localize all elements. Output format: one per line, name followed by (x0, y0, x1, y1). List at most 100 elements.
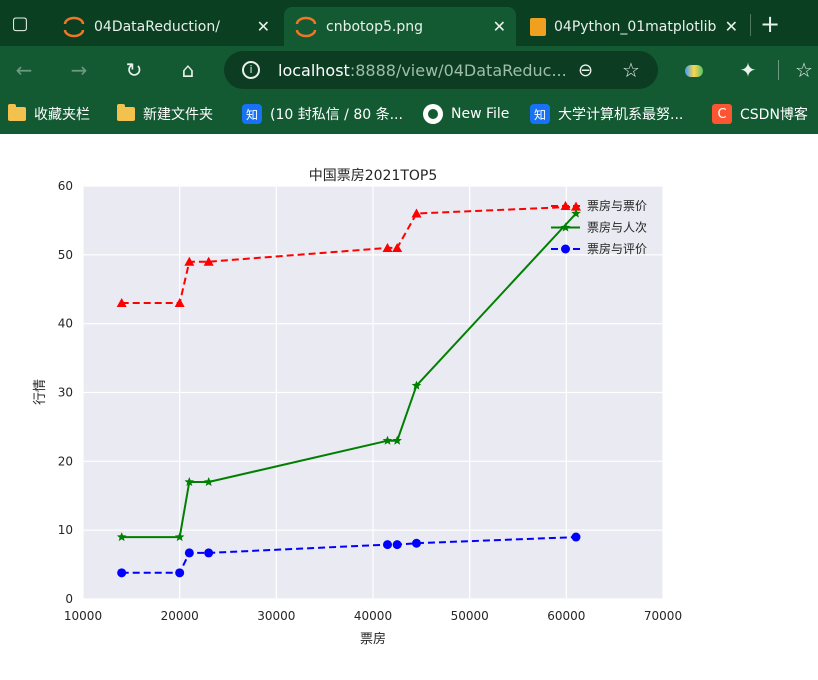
data-point-0-0 (116, 298, 127, 308)
y-tick-label: 50 (58, 248, 73, 262)
tab-title: 04DataReduction/ (94, 18, 220, 35)
csdn-icon: C (712, 104, 732, 124)
y-tick-label: 60 (58, 179, 73, 193)
info-icon[interactable]: i (242, 61, 260, 79)
legend-marker (560, 201, 571, 210)
y-tick-label: 30 (58, 386, 73, 400)
favorite-item[interactable]: 知 (10 封私信 / 80 条... (242, 102, 403, 126)
favorite-label: New File (451, 106, 510, 122)
data-point-1-1 (174, 532, 185, 542)
tab-title: cnbotop5.png (326, 18, 423, 35)
notebook-icon (530, 17, 546, 36)
x-tick-label: 40000 (354, 609, 392, 623)
favorite-item[interactable]: C CSDN博客 (712, 102, 808, 126)
zoom-icon[interactable]: ⊖ (578, 59, 594, 81)
forward-icon[interactable]: → (70, 58, 88, 82)
data-point-0-1 (174, 298, 185, 308)
x-tick-label: 20000 (161, 609, 199, 623)
data-point-2-7 (571, 532, 581, 542)
data-point-0-6 (411, 208, 422, 218)
data-point-2-2 (184, 548, 194, 558)
zhihu-icon: 知 (530, 104, 550, 124)
image-viewer: 10000 20000 30000 40000 50000 60000 70000 0 10 20… (0, 134, 818, 676)
line-chart: 10000 20000 30000 40000 50000 60000 70000 0 10 20… (33, 168, 682, 647)
close-tab-icon[interactable]: ✕ (256, 17, 270, 36)
data-point-1-6 (411, 380, 422, 390)
y-axis-label: 行情 (33, 379, 48, 405)
series-line-1 (121, 212, 577, 539)
refresh-icon[interactable]: ↻ (125, 58, 143, 82)
navigation-toolbar: ← → ↻ ⌂ i localhost :8888/view/04DataRed… (0, 46, 818, 94)
tab-matplotlib[interactable]: 04Python_01matplotlib ✕ (520, 7, 748, 46)
zhihu-icon: 知 (242, 104, 262, 124)
favorite-item[interactable]: 知 大学计算机系最努... (530, 102, 683, 126)
legend-marker (561, 244, 570, 254)
y-tick-label: 20 (58, 454, 73, 468)
data-point-1-7 (571, 208, 581, 218)
legend-label: 票房与票价 (587, 198, 647, 213)
close-tab-icon[interactable]: ✕ (724, 17, 738, 36)
add-favorite-icon[interactable]: ☆ (622, 58, 640, 82)
tab-divider (750, 14, 751, 36)
jupyter-icon (63, 16, 85, 37)
folder-icon (117, 104, 135, 121)
data-point-2-1 (175, 568, 185, 578)
x-tick-label: 70000 (644, 609, 682, 623)
x-tick-label: 10000 (64, 609, 102, 623)
x-tick-label: 30000 (257, 609, 295, 623)
address-path: :8888/view/04DataReduc... (349, 60, 567, 80)
favorite-item[interactable]: 新建文件夹 (117, 102, 213, 126)
data-point-2-3 (204, 548, 214, 558)
data-point-2-4 (383, 540, 392, 550)
data-point-0-2 (184, 256, 195, 266)
tab-datareduction[interactable]: 04DataReduction/ ✕ (52, 7, 280, 46)
x-tick-label: 60000 (547, 609, 585, 623)
favorite-label: 新建文件夹 (143, 107, 213, 123)
new-tab-button[interactable]: + (759, 10, 781, 38)
y-tick-label: 40 (58, 317, 73, 331)
tab-cnbotop5[interactable]: cnbotop5.png ✕ (284, 7, 516, 46)
favorite-label: 收藏夹栏 (34, 107, 90, 123)
favorite-label: 大学计算机系最努... (558, 107, 684, 123)
series-line-0 (121, 205, 577, 304)
data-point-0-4 (382, 242, 393, 252)
favorites-bar: 收藏夹栏 新建文件夹 知 (10 封私信 / 80 条... New File … (0, 94, 818, 134)
close-tab-icon[interactable]: ✕ (492, 17, 506, 36)
data-point-0-3 (203, 256, 214, 266)
legend-marker (560, 222, 571, 232)
data-point-1-3 (203, 477, 214, 486)
github-icon (423, 104, 443, 124)
data-point-0-5 (392, 242, 403, 252)
jupyter-icon (295, 16, 317, 37)
data-point-1-2 (184, 477, 195, 486)
tab-actions-icon[interactable]: ▢ (11, 13, 29, 34)
data-point-1-5 (392, 435, 402, 445)
chart-title: 中国票房2021TOP5 (309, 168, 438, 184)
favorite-label: CSDN博客 (740, 107, 808, 123)
y-tick-label: 0 (65, 592, 73, 606)
tab-title: 04Python_01matplotlib (554, 18, 717, 35)
data-point-2-5 (392, 540, 402, 550)
favorite-item[interactable]: 收藏夹栏 (8, 102, 90, 126)
home-icon[interactable]: ⌂ (181, 58, 195, 82)
data-point-2-6 (412, 538, 421, 548)
x-axis-label: 票房 (360, 631, 386, 647)
extension-icon[interactable] (682, 58, 706, 82)
x-tick-label: 50000 (451, 609, 489, 623)
folder-icon (8, 104, 26, 121)
extensions-puzzle-icon[interactable]: ✦ (739, 58, 757, 82)
address-bar[interactable]: i localhost :8888/view/04DataReduc... ⊖ … (224, 51, 658, 89)
data-point-2-0 (117, 568, 127, 578)
y-tick-label: 10 (58, 523, 73, 537)
data-point-1-0 (116, 532, 127, 542)
legend-label: 票房与人次 (587, 220, 647, 235)
back-icon[interactable]: ← (15, 58, 33, 82)
toolbar-divider (778, 60, 779, 80)
tab-bar: ▢ 04DataReduction/ ✕ cnbotop5.png ✕ 04Py… (0, 0, 818, 46)
legend-label: 票房与评价 (587, 241, 647, 256)
favorites-icon[interactable]: ☆ (795, 58, 813, 82)
favorite-item[interactable]: New File (423, 102, 509, 126)
data-point-1-4 (382, 435, 393, 445)
address-host: localhost (278, 60, 350, 80)
